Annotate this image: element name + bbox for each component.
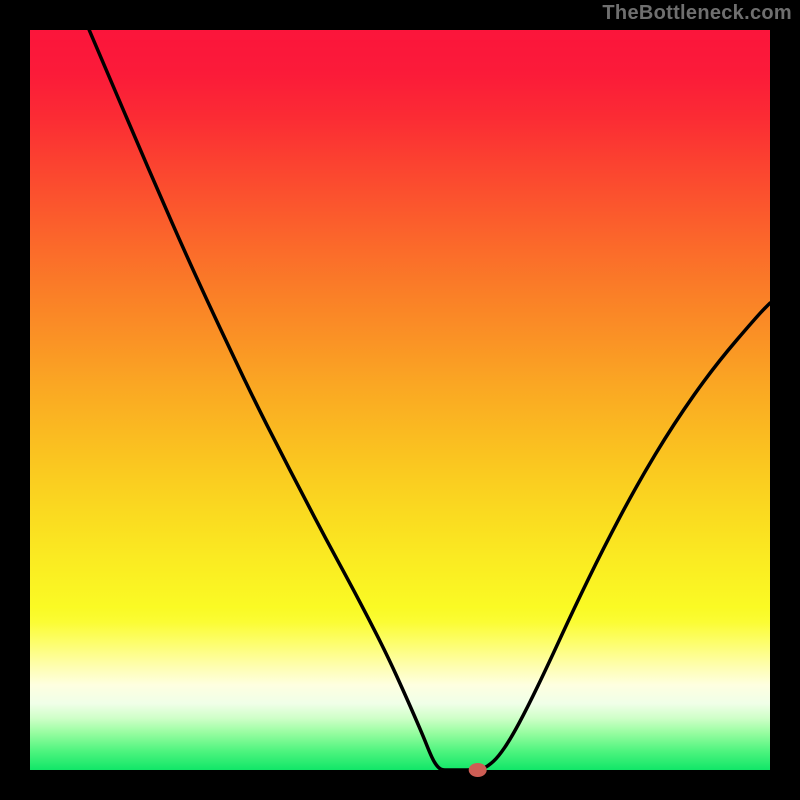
watermark-text: TheBottleneck.com	[602, 2, 792, 25]
chart-marker	[469, 763, 487, 777]
bottleneck-chart	[0, 0, 800, 800]
plot-background	[30, 30, 770, 770]
chart-container: { "watermark": { "text": "TheBottleneck.…	[0, 0, 800, 800]
